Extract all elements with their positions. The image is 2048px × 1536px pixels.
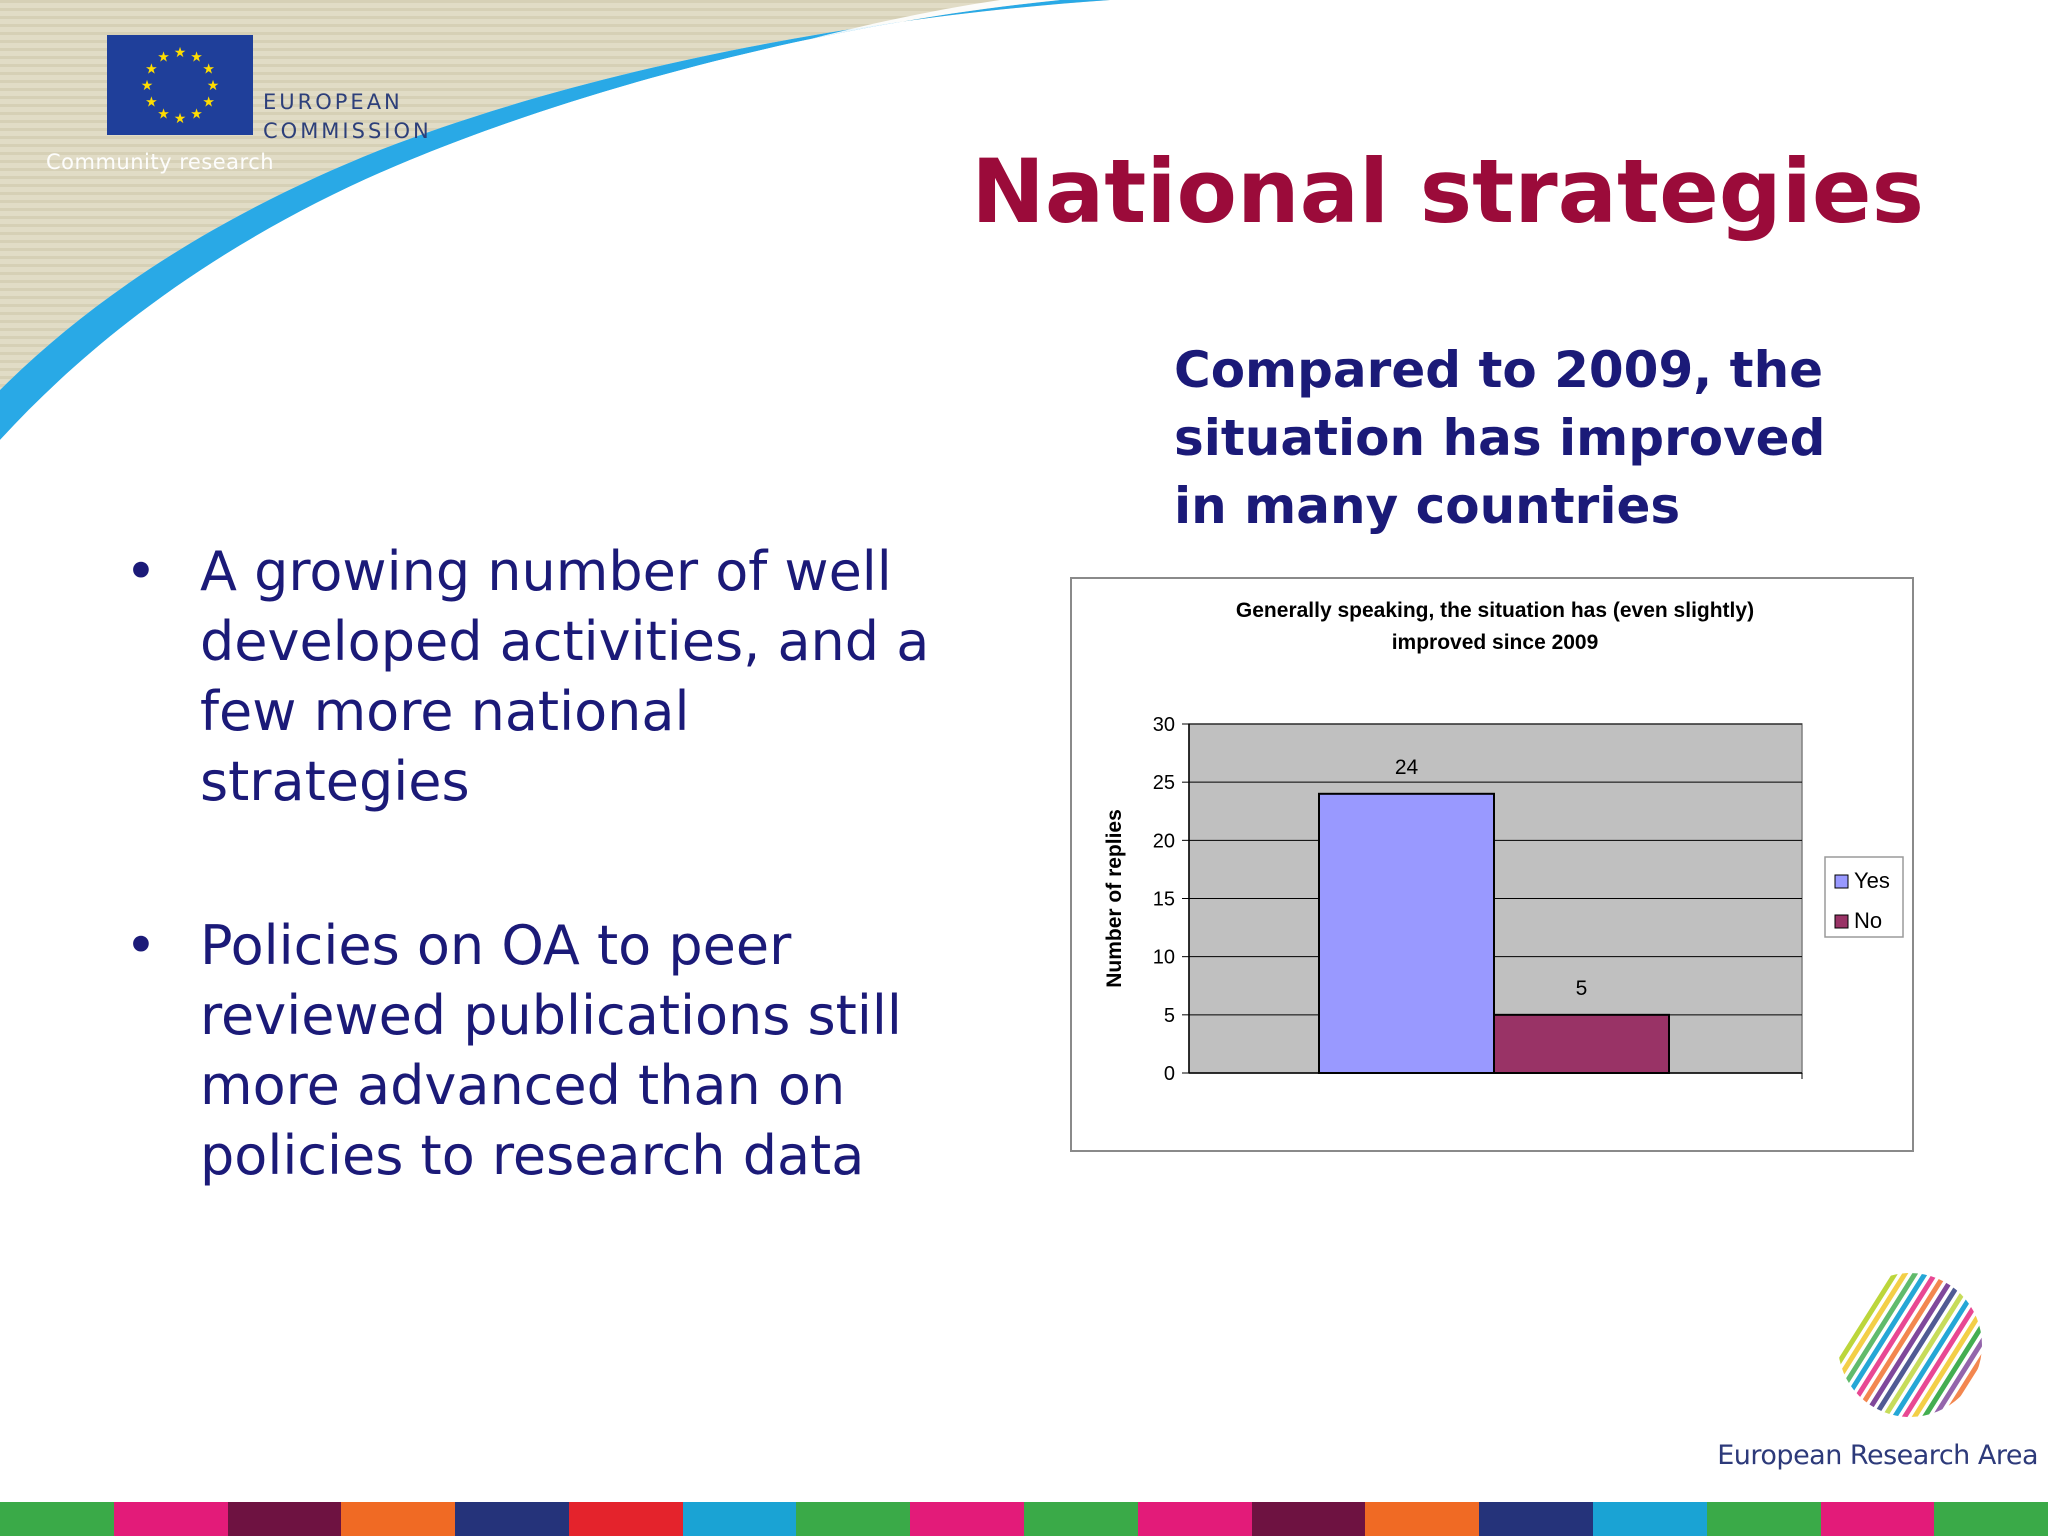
bullet-line: developed activities, and a: [200, 610, 930, 673]
footer-color-segment: [1592, 1502, 1707, 1536]
eu-stars-icon: ★ ★★★★★★★★★★★: [141, 45, 220, 127]
era-stripes: [1838, 1273, 1982, 1417]
footer-color-segment: [113, 1502, 228, 1536]
caption-line-2: situation has improved: [1174, 409, 1826, 467]
footer-color-segment: [455, 1502, 569, 1536]
footer-color-segment: [1479, 1502, 1593, 1536]
y-tick-label: 5: [1164, 1005, 1175, 1027]
footer-color-segment: [910, 1502, 1025, 1536]
caption-line-1: Compared to 2009, the: [1174, 341, 1824, 399]
y-tick-label: 20: [1153, 830, 1175, 852]
bullet-line: strategies: [200, 750, 470, 813]
footer-color-bar: [0, 1502, 2048, 1536]
y-tick-label: 25: [1153, 772, 1175, 794]
legend-label: Yes: [1854, 868, 1890, 893]
chart-caption: Compared to 2009, the situation has impr…: [1174, 336, 1894, 540]
bar-data-label: 5: [1576, 977, 1588, 1000]
eu-star-icon: ★: [141, 78, 154, 94]
eu-star-icon: ★: [207, 78, 220, 94]
eu-star-icon: ★: [190, 49, 203, 65]
footer-color-segment: [1251, 1502, 1366, 1536]
eu-star-icon: ★: [157, 49, 170, 65]
logo-line-1: EUROPEAN: [263, 90, 403, 114]
y-tick-label: 10: [1153, 947, 1175, 969]
logo-line-2: COMMISSION: [263, 119, 432, 143]
bar-chart: Generally speaking, the situation has (e…: [1070, 577, 1914, 1152]
legend-swatch: [1834, 914, 1849, 929]
eu-logo-flag: ★ ★ ★ ★ ★ ★ ★ ★ ★ ★ ★ ★: [107, 35, 253, 135]
bullet-line: A growing number of well: [200, 540, 892, 603]
eu-star-icon: ★: [202, 95, 215, 111]
bullet-line: Policies on OA to peer: [200, 914, 792, 977]
bar-yes: [1318, 792, 1495, 1075]
bullet-line: more advanced than on: [200, 1054, 846, 1117]
footer-color-segment: [227, 1502, 342, 1536]
bar-data-label: 24: [1395, 756, 1419, 779]
chart-title-line: Generally speaking, the situation has (e…: [1236, 599, 1754, 622]
footer-color-segment: [1706, 1502, 1821, 1536]
community-research-label: Community research: [46, 150, 275, 174]
era-logo-icon: [1838, 1273, 1982, 1417]
footer-color-segment: [1365, 1502, 1480, 1536]
header-swoosh-graphic: [0, 0, 1110, 460]
era-stripe: [1907, 1273, 1982, 1417]
y-axis-label: Number of replies: [1103, 809, 1126, 988]
era-stripe: [1838, 1273, 1933, 1417]
eu-star-icon: ★: [157, 107, 170, 123]
slide-title: National strategies: [971, 140, 1924, 243]
bar-no: [1493, 1013, 1670, 1075]
footer-color-segment: [0, 1502, 114, 1536]
footer-color-segment: [682, 1502, 797, 1536]
bullet-line: few more national: [200, 680, 690, 743]
era-stripe: [1957, 1273, 1982, 1417]
bullet-dot-icon: •: [125, 914, 157, 977]
footer-color-segment: [1934, 1502, 2048, 1536]
chart-title-line: improved since 2009: [1392, 631, 1599, 654]
y-tick-label: 0: [1164, 1063, 1175, 1085]
bullet-line: policies to research data: [200, 1124, 865, 1187]
footer-color-segment: [796, 1502, 911, 1536]
era-wordmark: European Research Area: [1717, 1440, 2038, 1471]
y-tick-label: 15: [1153, 889, 1175, 911]
eu-star-icon: ★: [174, 111, 187, 127]
era-stripe: [1838, 1273, 1923, 1417]
era-stripe: [1917, 1273, 1982, 1417]
era-stripe: [1887, 1273, 1982, 1417]
eu-star-icon: ★: [145, 62, 158, 78]
eu-star-icon: ★: [202, 62, 215, 78]
legend-swatch: [1834, 874, 1849, 889]
eu-logo-wordmark: EUROPEAN COMMISSION: [263, 88, 432, 146]
bullet-dot-icon: •: [125, 540, 157, 603]
chart-canvas: Generally speaking, the situation has (e…: [1103, 599, 1904, 1085]
footer-color-segment: [1137, 1502, 1252, 1536]
bullet-line: reviewed publications still: [200, 984, 902, 1047]
eu-star-icon: ★: [190, 107, 203, 123]
footer-color-segment: [1024, 1502, 1138, 1536]
y-tick-label: 30: [1153, 714, 1175, 736]
legend-label: No: [1854, 908, 1882, 933]
footer-color-segment: [1820, 1502, 1935, 1536]
footer-color-segment: [341, 1502, 456, 1536]
caption-line-3: in many countries: [1174, 477, 1681, 535]
eu-star-icon: ★: [145, 95, 158, 111]
footer-color-segment: [568, 1502, 683, 1536]
era-stripe: [1897, 1273, 1982, 1417]
eu-star-icon: ★: [174, 45, 187, 61]
era-stripe: [1838, 1273, 1913, 1417]
